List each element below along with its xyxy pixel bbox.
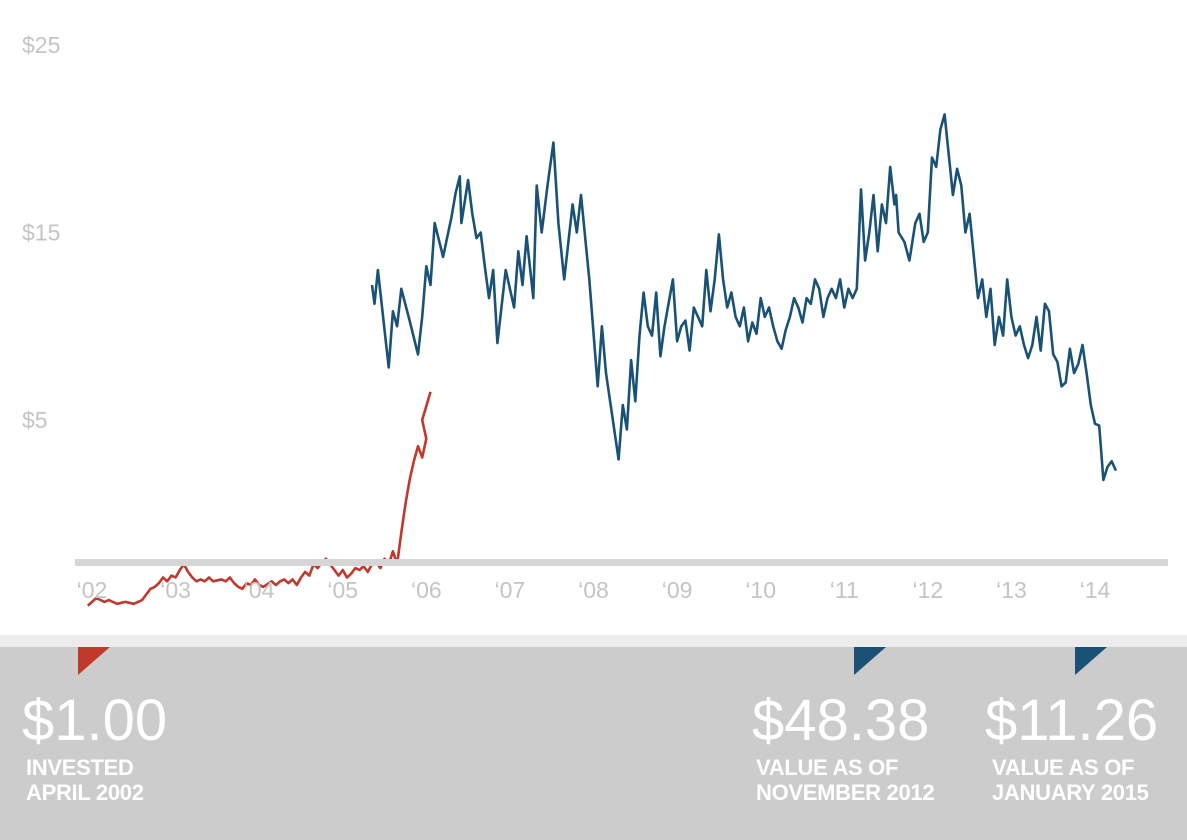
x-tick-label: ‘04 [244,577,275,603]
stat-value: $11.26 [985,688,1159,753]
flag-marker-icon [1075,647,1107,675]
series-line [370,113,1118,482]
stat-caption-line2: NOVEMBER 2012 [756,780,935,805]
x-tick-label: ‘14 [1080,577,1111,603]
x-tick-label: ‘09 [662,577,693,603]
x-tick-label: ‘11 [830,577,859,603]
summary-panel: $1.00 INVESTED APRIL 2002 $48.38 VALUE A… [0,647,1187,840]
x-tick-label: ‘10 [745,577,776,603]
y-tick-label: $15 [22,220,60,246]
stat-caption-line1: INVESTED [26,755,134,780]
series-line [86,391,432,607]
stat-caption-line1: VALUE AS OF [992,755,1135,780]
stat-value: $1.00 [22,688,168,753]
x-axis-baseline [75,559,1168,566]
stock-line-chart: $25$15$5 ‘02 ‘03 ‘04 ‘05 ‘06 ‘07 ‘08 ‘09 ‘10 ‘11 ‘… [22,32,1168,607]
stat-caption-line2: JANUARY 2015 [992,780,1149,805]
x-tick-label: ‘05 [327,577,358,603]
series-layer [86,113,1118,607]
flag-marker-icon [78,647,110,675]
x-axis-labels: ‘02 ‘03 ‘04 ‘05 ‘06 ‘07 ‘08 ‘09 ‘10 ‘11 ‘12 ‘13 ‘14 [77,577,1111,603]
x-tick-label: ‘12 [912,577,943,603]
separator-strip [0,635,1187,647]
stat-value: $48.38 [752,688,930,753]
y-tick-label: $25 [22,32,60,58]
stat-caption-line2: APRIL 2002 [26,780,144,805]
x-tick-label: ‘13 [996,577,1027,603]
stat-caption-line1: VALUE AS OF [756,755,899,780]
x-tick-label: ‘02 [77,577,108,603]
x-tick-label: ‘03 [160,577,191,603]
y-tick-label: $5 [22,407,48,433]
y-axis-labels: $25 $15 $5 [22,32,60,433]
x-tick-label: ‘08 [578,577,609,603]
flag-marker-icon [854,647,886,675]
x-tick-label: ‘06 [411,577,442,603]
x-tick-label: ‘07 [495,577,526,603]
